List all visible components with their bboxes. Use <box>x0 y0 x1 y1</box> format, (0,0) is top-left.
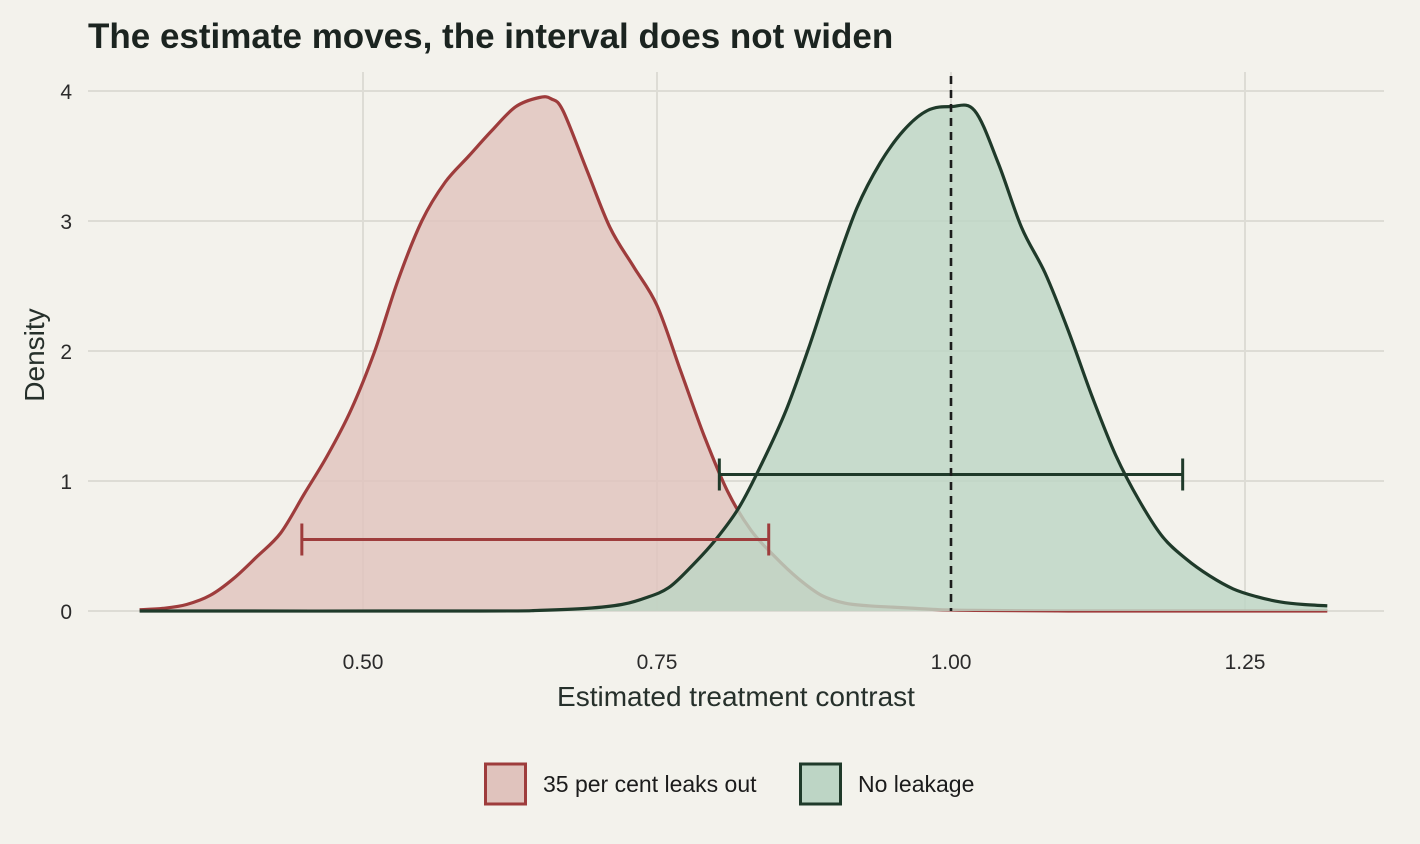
tick-labels: 0.50 0.75 1.00 1.25 0 1 2 3 4 <box>60 81 1265 674</box>
legend-item-1: No leakage <box>799 762 974 806</box>
density-line-1 <box>139 103 1328 613</box>
x-tick-label-3: 1.25 <box>1225 651 1266 674</box>
legend-item-0: 35 per cent leaks out <box>484 762 757 806</box>
x-tick-label-2: 1.00 <box>931 651 972 674</box>
legend-swatch-1 <box>799 762 842 806</box>
chart-title: The estimate moves, the interval does no… <box>88 17 893 56</box>
legend-swatch-0 <box>484 762 527 806</box>
interval-bar-0 <box>300 523 771 556</box>
legend-label-0: 35 per cent leaks out <box>543 771 757 797</box>
y-tick-label-0: 0 <box>60 601 72 624</box>
density-area-0 <box>139 96 1328 612</box>
density-series <box>139 95 1328 613</box>
x-tick-label-0: 0.50 <box>343 651 384 674</box>
x-tick-label-1: 0.75 <box>637 651 678 674</box>
density-area-1 <box>139 105 1328 612</box>
y-tick-label-1: 1 <box>60 471 72 494</box>
legend-label-1: No leakage <box>858 771 974 797</box>
y-tick-label-4: 4 <box>60 81 72 104</box>
y-tick-label-3: 3 <box>60 211 72 234</box>
legend: 35 per cent leaks out No leakage <box>484 762 974 806</box>
x-axis-label: Estimated treatment contrast <box>557 681 915 712</box>
y-tick-label-2: 2 <box>60 341 72 364</box>
y-axis-label: Density <box>19 308 50 401</box>
